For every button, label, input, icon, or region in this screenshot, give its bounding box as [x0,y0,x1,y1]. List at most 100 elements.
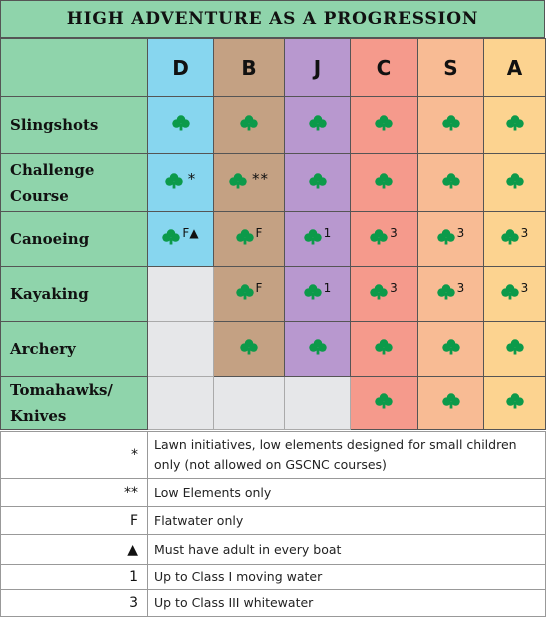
activity-label-line: Kayaking [10,285,89,303]
footnote-marker: F [255,226,263,240]
column-header-D: D [147,38,214,97]
trefoil-icon [436,284,455,300]
available-cell [483,153,546,212]
footnote-marker: 3 [456,281,465,295]
trefoil-icon [436,229,455,245]
column-header-J: J [284,38,351,97]
activity-row: Kayaking F 1 3 3 3 [0,266,546,322]
footnote-marker: 3 [520,226,529,240]
column-header-C: C [350,38,418,97]
availability-mark [240,339,258,355]
trefoil-icon [303,284,322,300]
available-cell [147,96,214,154]
legend-symbol: 3 [0,589,148,617]
available-cell [284,321,351,377]
available-cell: 1 [284,211,351,267]
trefoil-icon [308,115,327,131]
legend-description: Must have adult in every boat [147,534,546,565]
activity-label: Archery [0,321,148,377]
legend-row: F Flatwater only [0,506,546,535]
unavailable-cell [213,376,285,430]
footnote-marker: ** [252,169,269,188]
available-cell: F [213,211,285,267]
legend-description: Flatwater only [147,506,546,535]
trefoil-icon [235,284,254,300]
trefoil-icon [441,172,460,188]
trefoil-icon [235,229,254,245]
available-cell [350,321,418,377]
legend-row: * Lawn initiatives, low elements designed… [0,431,546,479]
available-cell [350,153,418,212]
availability-mark: 3 [370,227,398,245]
availability-mark [375,115,393,131]
legend-table: * Lawn initiatives, low elements designed… [0,431,546,617]
footnote-marker: 3 [520,281,529,295]
available-cell [284,96,351,154]
legend-symbol: ▲ [0,534,148,565]
availability-mark [441,115,460,131]
trefoil-icon [375,393,393,409]
availability-mark: 3 [370,281,398,300]
footnote-marker: 3 [456,226,465,240]
trefoil-icon [500,229,519,245]
activity-label: Tomahawks/Knives [0,376,148,430]
trefoil-icon [375,172,393,188]
legend-symbol: ** [0,478,148,507]
available-cell: 3 [350,266,418,322]
available-cell [350,96,418,154]
corner-cell [0,38,148,97]
trefoil-icon [162,229,181,245]
availability-mark [240,115,258,131]
availability-mark: 3 [436,281,465,300]
trefoil-icon [441,339,460,355]
available-cell [417,96,484,154]
trefoil-icon [441,115,460,131]
unavailable-cell [284,376,351,430]
trefoil-icon [505,172,524,188]
activity-row: Challenge Course * ** [0,153,546,212]
trefoil-icon [370,284,388,300]
chart-title: HIGH ADVENTURE AS A PROGRESSION [0,0,545,38]
activity-label: Kayaking [0,266,148,322]
available-cell: 1 [284,266,351,322]
availability-mark: 1 [303,227,331,245]
availability-mark [308,339,327,355]
availability-mark: * [165,169,197,189]
footnote-marker: 3 [390,281,398,295]
trefoil-icon [229,172,247,188]
footnote-marker: * [187,169,197,188]
activity-label-line: Knives [10,407,67,425]
trefoil-icon [505,115,524,131]
activity-row: Slingshots [0,96,546,154]
availability-mark: 1 [303,282,331,300]
legend-row: ▲ Must have adult in every boat [0,534,546,565]
legend-row: ** Low Elements only [0,478,546,507]
activity-label: Challenge Course [0,153,148,212]
availability-mark [505,339,524,355]
available-cell [417,321,484,377]
trefoil-icon [500,284,519,300]
available-cell: 3 [483,266,546,322]
trefoil-icon [441,393,460,409]
trefoil-icon [370,229,388,245]
legend-description: Lawn initiatives, low elements designed … [147,431,546,479]
availability-mark: F [235,282,262,300]
trefoil-icon [240,339,258,355]
trefoil-icon [171,115,190,131]
column-header-B: B [213,38,285,97]
available-cell [483,96,546,154]
activity-label-line: Slingshots [10,116,99,134]
legend-symbol: F [0,506,148,535]
available-cell [350,376,418,430]
trefoil-icon [375,339,393,355]
column-header-S: S [417,38,484,97]
activity-label: Canoeing [0,211,148,267]
available-cell: F [213,266,285,322]
available-cell: F▲ [147,211,214,267]
trefoil-icon [303,229,322,245]
available-cell [213,96,285,154]
availability-mark [505,172,524,189]
availability-mark: F [235,226,263,245]
available-cell: ** [213,153,285,212]
